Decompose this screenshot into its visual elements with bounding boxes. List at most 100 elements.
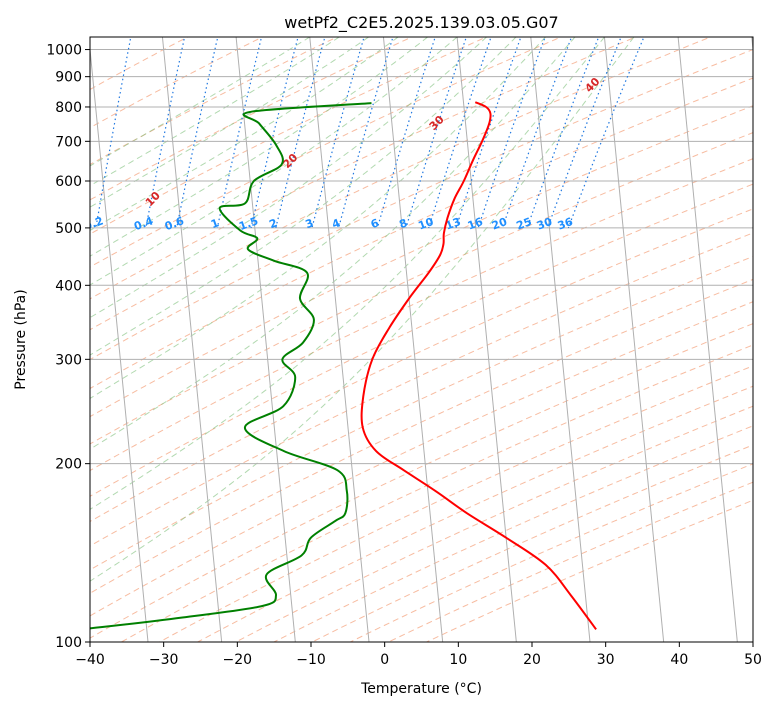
x-tick-label: −30 — [149, 652, 179, 668]
dry-adiabats — [90, 37, 753, 642]
x-tick-label: 20 — [523, 652, 541, 668]
y-tick-label: 400 — [55, 278, 82, 294]
dry-adiabat — [90, 37, 264, 129]
mixing-ratio-label: 13 — [444, 215, 463, 232]
dry-adiabat-label: 0 — [17, 230, 32, 245]
dry-adiabat — [311, 444, 753, 642]
mixing-ratio-label: 36 — [556, 215, 575, 233]
y-tick-label: 300 — [55, 352, 82, 368]
moist-adiabat — [90, 37, 546, 399]
dry-adiabat — [90, 49, 753, 361]
dry-adiabat — [349, 463, 753, 642]
isotherm-line — [0, 37, 1, 642]
plot-area: -100-90-80-70-60-50-40-30-20-10010203040… — [0, 35, 753, 642]
dry-adiabat — [90, 105, 753, 418]
mixing-ratio-label: 0.4 — [132, 214, 155, 233]
x-tick-label: −20 — [223, 652, 253, 668]
dry-adiabat — [158, 365, 753, 642]
isotherms — [0, 37, 753, 642]
plot-frame — [89, 36, 754, 643]
mixing-ratio-line — [428, 37, 492, 229]
dry-adiabat — [90, 278, 753, 594]
y-tick-label: 200 — [55, 457, 82, 473]
isotherm-line — [309, 37, 370, 642]
dry-adiabat — [120, 344, 753, 642]
dry-adiabat-label: 30 — [427, 113, 447, 133]
dry-adiabat — [90, 37, 413, 201]
dry-adiabat — [234, 405, 753, 642]
dry-adiabat — [425, 499, 753, 642]
mixing-ratio-label: 0.6 — [163, 214, 186, 233]
dry-adiabat — [90, 37, 488, 235]
mixing-ratio-label: 10 — [416, 215, 435, 233]
dry-adiabat — [196, 385, 753, 642]
y-tick-label: 600 — [55, 174, 82, 190]
isotherm-line — [161, 37, 223, 642]
moist-adiabat — [90, 37, 428, 257]
x-tick-label: 0 — [380, 652, 389, 668]
moist-adiabat — [90, 37, 458, 286]
y-tick-label: 800 — [55, 100, 82, 116]
x-tick-label: 50 — [744, 652, 762, 668]
mixing-ratio-line — [275, 37, 326, 229]
mixing-ratio-line — [49, 35, 81, 228]
mixing-ratio-line — [95, 37, 132, 229]
dry-adiabat — [90, 132, 753, 445]
isobars — [90, 49, 753, 642]
dry-adiabat — [90, 37, 638, 300]
moist-adiabat — [90, 37, 340, 187]
moist-adiabat — [90, 37, 369, 208]
mixing-ratio-label: 1.5 — [237, 214, 260, 233]
x-tick-label: 40 — [670, 652, 688, 668]
mixing-ratio-line — [311, 37, 365, 229]
x-axis-label: Temperature (°C) — [360, 681, 482, 697]
isotherm-line — [235, 37, 296, 642]
dry-adiabat — [90, 77, 753, 390]
isotherm-line — [677, 37, 738, 642]
dewpoint-profile — [90, 102, 372, 630]
x-tick-label: 10 — [449, 652, 467, 668]
x-tick-label: 30 — [597, 652, 615, 668]
mixing-ratio-label: 25 — [515, 215, 534, 232]
y-axis-label: Pressure (hPa) — [13, 289, 29, 389]
y-tick-label: 900 — [55, 70, 82, 86]
moist-adiabat — [90, 37, 605, 510]
mixing-ratio-label: 0.2 — [82, 214, 105, 233]
mixing-ratio-label: 3 — [304, 216, 316, 231]
isotherm-line — [751, 37, 753, 55]
moist-adiabats — [90, 37, 635, 582]
mixing-ratio-label: 30 — [535, 215, 554, 233]
mixing-ratio-label: 6 — [369, 216, 381, 231]
y-tick-label: 500 — [55, 221, 82, 237]
temperature-profile — [360, 101, 597, 630]
isotherm-line — [603, 37, 665, 642]
mixing-ratio-labels: 0.1 0.2 0.4 0.6 1 1.5 2 3 4 6 8 10 13 16 20 25 30 36 — [82, 214, 575, 233]
mixing-ratio-label: 20 — [490, 215, 509, 233]
isotherm-line — [90, 44, 149, 642]
mixing-ratio-label: 1 — [209, 216, 221, 231]
mixing-ratio-line — [250, 37, 299, 229]
y-tick-label: 700 — [55, 134, 82, 150]
mixing-ratio-line — [176, 37, 219, 229]
mixing-ratio-line — [477, 37, 546, 229]
mixing-ratio-line — [338, 37, 394, 229]
mixing-ratio-line — [526, 37, 600, 229]
dry-adiabat-label: 10 — [143, 189, 163, 209]
dry-adiabat — [90, 323, 753, 639]
isotherm-line — [382, 37, 444, 642]
dry-adiabat-label: 40 — [582, 75, 602, 95]
x-tick-label: −40 — [75, 652, 105, 668]
mixing-ratio-line — [216, 37, 263, 229]
y-tick-label: 1000 — [46, 43, 82, 59]
mixing-ratio-label: 4 — [330, 216, 342, 231]
isotherm-line — [456, 37, 517, 642]
axis-ticks: −40 −30 −20 −10 0 10 20 30 40 5010020030040050060… — [46, 43, 762, 668]
mixing-ratio-line — [455, 37, 522, 229]
moist-adiabat — [90, 37, 576, 450]
y-tick-label: 100 — [55, 635, 82, 651]
dry-adiabat — [90, 37, 563, 268]
chart-title: wetPf2_C2E5.2025.139.03.05.G07 — [284, 13, 558, 33]
moist-adiabat — [90, 37, 517, 356]
moist-adiabat — [90, 37, 399, 232]
